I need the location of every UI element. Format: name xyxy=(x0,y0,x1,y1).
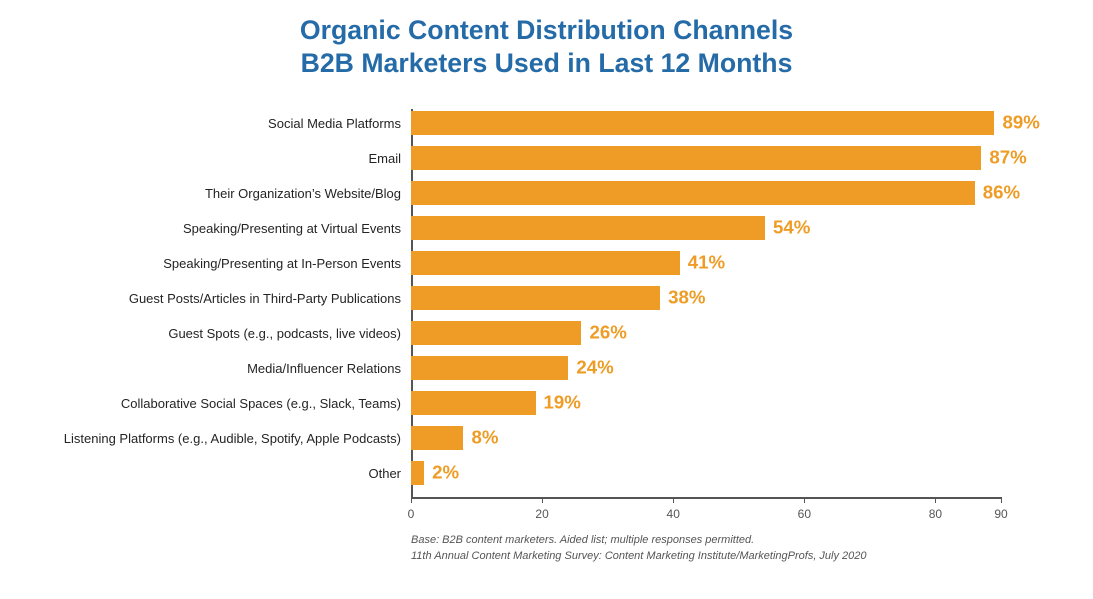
plot-area: Social Media Platforms89% Email87% Their O… xyxy=(411,109,1001,497)
bar-value-label: 8% xyxy=(471,427,498,449)
bar xyxy=(411,391,536,415)
x-axis-tick-label: 60 xyxy=(798,507,811,521)
bar xyxy=(411,321,581,345)
bar-value-label: 26% xyxy=(589,322,626,344)
bar-row: Speaking/Presenting at In-Person Events4… xyxy=(411,251,1001,275)
bar xyxy=(411,286,660,310)
x-axis-tick-label: 0 xyxy=(408,507,415,521)
bar-value-label: 87% xyxy=(989,147,1026,169)
bar-category-label: Guest Posts/Articles in Third-Party Publ… xyxy=(129,291,411,306)
chart-title-line2: B2B Marketers Used in Last 12 Months xyxy=(0,47,1093,80)
bar-category-label: Guest Spots (e.g., podcasts, live videos… xyxy=(168,326,411,341)
bar-category-label: Speaking/Presenting at Virtual Events xyxy=(183,221,411,236)
bar-row: Media/Influencer Relations24% xyxy=(411,356,1001,380)
bar xyxy=(411,356,568,380)
bar xyxy=(411,251,680,275)
chart-title-line1: Organic Content Distribution Channels xyxy=(0,14,1093,47)
bar-value-label: 2% xyxy=(432,462,459,484)
x-axis-tick-label: 90 xyxy=(994,507,1007,521)
x-axis-line xyxy=(411,497,1001,499)
bar-category-label: Their Organization’s Website/Blog xyxy=(205,186,411,201)
bar-value-label: 41% xyxy=(688,252,725,274)
x-axis-tick-label: 80 xyxy=(929,507,942,521)
bar-value-label: 89% xyxy=(1002,112,1039,134)
bar-category-label: Social Media Platforms xyxy=(268,116,411,131)
bar xyxy=(411,461,424,485)
bar-value-label: 24% xyxy=(576,357,613,379)
footnote-line1: Base: B2B content marketers. Aided list;… xyxy=(411,533,867,549)
chart-footnote: Base: B2B content marketers. Aided list;… xyxy=(411,533,867,565)
bar-row: Listening Platforms (e.g., Audible, Spot… xyxy=(411,426,1001,450)
x-axis-tick-label: 40 xyxy=(667,507,680,521)
x-axis-tick xyxy=(804,497,805,503)
bar xyxy=(411,181,975,205)
bar-value-label: 86% xyxy=(983,182,1020,204)
bar-row: Guest Spots (e.g., podcasts, live videos… xyxy=(411,321,1001,345)
footnote-line2: 11th Annual Content Marketing Survey: Co… xyxy=(411,549,867,565)
bar xyxy=(411,146,981,170)
bar-category-label: Speaking/Presenting at In-Person Events xyxy=(163,256,411,271)
x-axis-tick xyxy=(935,497,936,503)
x-axis-tick-label: 20 xyxy=(535,507,548,521)
bar-row: Guest Posts/Articles in Third-Party Publ… xyxy=(411,286,1001,310)
bar xyxy=(411,426,463,450)
chart-container: Organic Content Distribution Channels B2… xyxy=(0,14,1093,599)
bar-row: Their Organization’s Website/Blog86% xyxy=(411,181,1001,205)
bar-row: Other2% xyxy=(411,461,1001,485)
bar-category-label: Other xyxy=(368,466,411,481)
x-axis-tick xyxy=(673,497,674,503)
x-axis-tick xyxy=(411,497,412,503)
x-axis-tick xyxy=(1001,497,1002,503)
bar-row: Social Media Platforms89% xyxy=(411,111,1001,135)
bar-category-label: Email xyxy=(368,151,411,166)
bar-row: Email87% xyxy=(411,146,1001,170)
bar-row: Collaborative Social Spaces (e.g., Slack… xyxy=(411,391,1001,415)
bar-row: Speaking/Presenting at Virtual Events54% xyxy=(411,216,1001,240)
bar-category-label: Media/Influencer Relations xyxy=(247,361,411,376)
bar xyxy=(411,216,765,240)
bar-value-label: 19% xyxy=(544,392,581,414)
bar-category-label: Collaborative Social Spaces (e.g., Slack… xyxy=(121,396,411,411)
x-axis-tick xyxy=(542,497,543,503)
bar-value-label: 38% xyxy=(668,287,705,309)
bar-value-label: 54% xyxy=(773,217,810,239)
bar xyxy=(411,111,994,135)
chart-title: Organic Content Distribution Channels B2… xyxy=(0,14,1093,81)
bar-category-label: Listening Platforms (e.g., Audible, Spot… xyxy=(64,431,411,446)
